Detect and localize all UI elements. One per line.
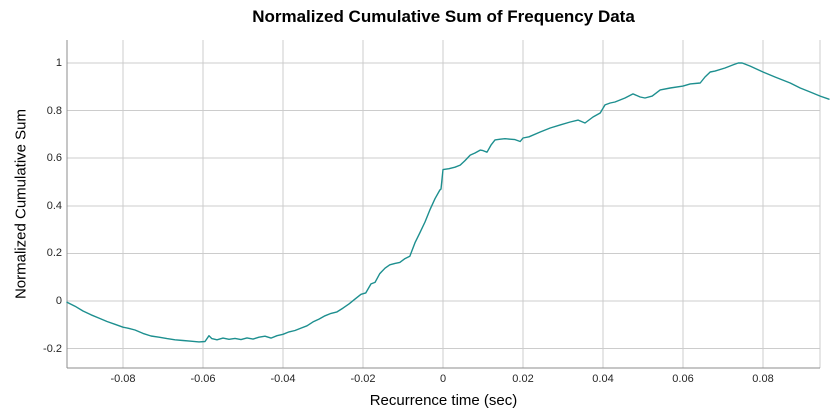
chart-title: Normalized Cumulative Sum of Frequency D… bbox=[252, 7, 635, 26]
x-tick-label: 0.08 bbox=[752, 373, 774, 385]
y-tick-label: -0.2 bbox=[43, 342, 62, 355]
x-tick-label: -0.04 bbox=[270, 373, 296, 385]
x-tick-label: 0.06 bbox=[672, 373, 694, 385]
y-tick-label: 0 bbox=[55, 295, 62, 307]
series-normalized-cumulative-sum bbox=[66, 62, 830, 343]
y-tick-label: 0.4 bbox=[46, 199, 62, 212]
y-tick-label: 0.6 bbox=[46, 152, 62, 165]
x-tick-label: -0.06 bbox=[190, 373, 216, 385]
x-tick-label: 0.04 bbox=[592, 373, 614, 385]
y-axis-label: Normalized Cumulative Sum bbox=[12, 108, 30, 300]
x-tick-label: 0.02 bbox=[512, 373, 534, 385]
x-axis-label: Recurrence time (sec) bbox=[369, 392, 518, 409]
y-tick-label: 0.8 bbox=[46, 104, 62, 117]
y-tick-label: 1 bbox=[55, 56, 62, 69]
y-tick-label: 0.2 bbox=[46, 247, 62, 260]
x-tick-label: 0 bbox=[439, 373, 447, 385]
x-tick-label: -0.08 bbox=[110, 373, 136, 385]
x-tick-label: -0.02 bbox=[350, 373, 376, 385]
